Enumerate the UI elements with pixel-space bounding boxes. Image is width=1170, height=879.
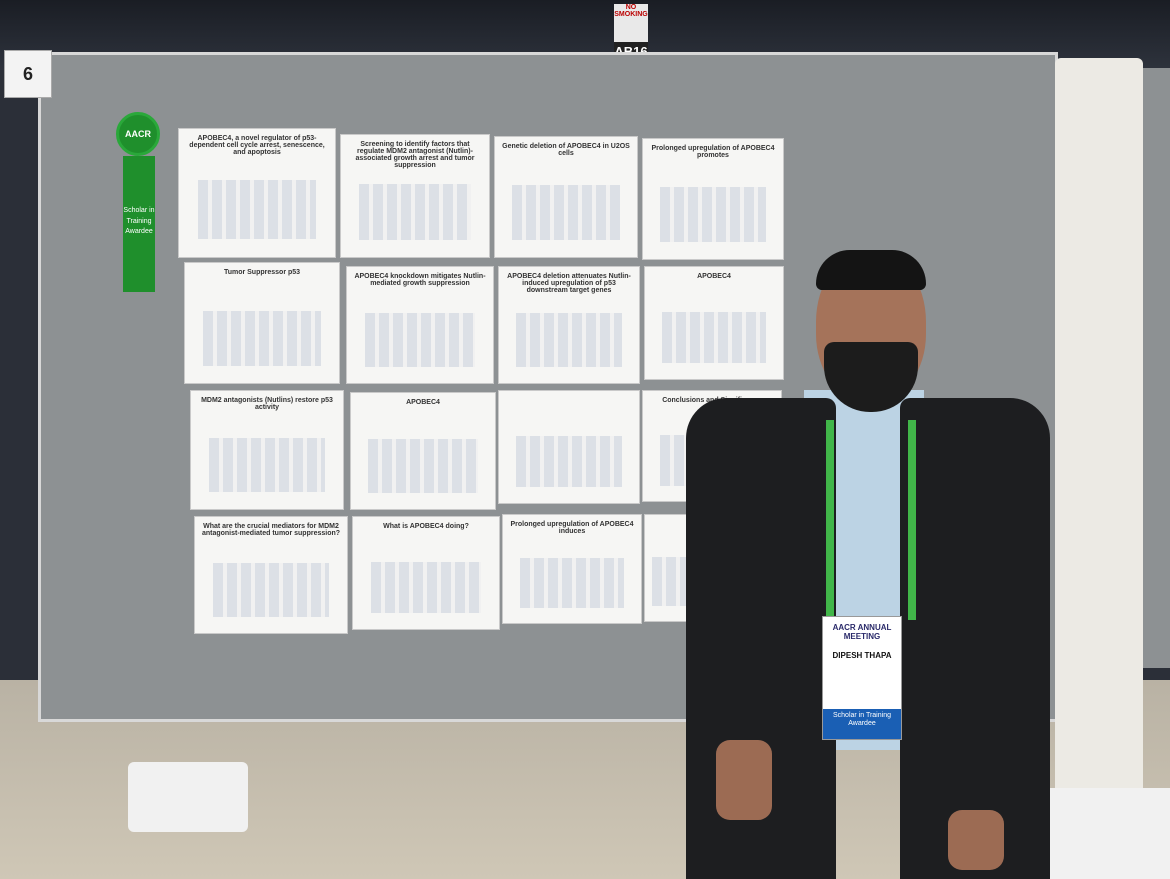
poster-panel (498, 390, 640, 504)
sign-top: NO SMOKING (614, 4, 648, 18)
ribbon-rosette: AACR (116, 112, 160, 156)
award-ribbon: AACR Scholar in Training Awardee (116, 112, 162, 302)
poster-panel: APOBEC4 deletion attenuates Nutlin-induc… (498, 266, 640, 384)
poster-panel: Tumor Suppressor p53 (184, 262, 340, 384)
badge-name: DIPESH THAPA (832, 651, 892, 660)
folding-chair (128, 712, 248, 872)
name-badge: AACR ANNUAL MEETING DIPESH THAPA Scholar… (822, 616, 902, 740)
ribbon-text: Scholar in Training Awardee (123, 156, 155, 292)
board-pole (1055, 58, 1143, 798)
lanyard (826, 420, 916, 620)
right-hand (948, 810, 1004, 870)
poster-panel: MDM2 antagonists (Nutlins) restore p53 a… (190, 390, 344, 510)
poster-panel: What is APOBEC4 doing? (352, 516, 500, 630)
badge-award: Scholar in Training Awardee (823, 709, 901, 739)
hair (816, 250, 926, 290)
folding-chair (1032, 788, 1170, 879)
left-hand (716, 740, 772, 820)
poster-panel: Prolonged upregulation of APOBEC4 induce… (502, 514, 642, 624)
poster-panel: APOBEC4 knockdown mitigates Nutlin-media… (346, 266, 494, 384)
jacket-right (900, 398, 1050, 879)
beard (824, 342, 918, 412)
poster-panel: APOBEC4 (350, 392, 496, 510)
poster-panel: Prolonged upregulation of APOBEC4 promot… (642, 138, 784, 260)
presenter: AACR ANNUAL MEETING DIPESH THAPA Scholar… (686, 250, 1050, 879)
badge-org: AACR ANNUAL MEETING (832, 623, 892, 641)
board-number: 6 (4, 50, 52, 98)
poster-panel: Screening to identify factors that regul… (340, 134, 490, 258)
poster-panel: APOBEC4 (644, 266, 784, 380)
poster-panel: What are the crucial mediators for MDM2 … (194, 516, 348, 634)
poster-panel: Genetic deletion of APOBEC4 in U2OS cell… (494, 136, 638, 258)
poster-panel: APOBEC4, a novel regulator of p53-depend… (178, 128, 336, 258)
